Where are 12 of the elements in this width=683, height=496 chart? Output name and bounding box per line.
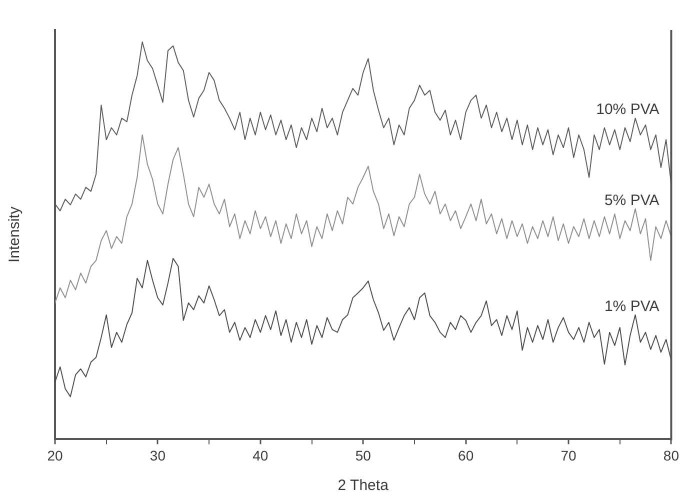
- x-tick-label: 60: [458, 447, 474, 464]
- series-label: 10% PVA: [596, 101, 660, 118]
- series-label: 1% PVA: [604, 298, 660, 315]
- x-tick-label: 20: [47, 447, 63, 464]
- x-tick-label: 30: [150, 447, 166, 464]
- x-tick-label: 50: [355, 447, 372, 464]
- x-tick-label: 80: [663, 447, 680, 464]
- series-label: 5% PVA: [604, 192, 660, 209]
- x-axis-title: 2 Theta: [338, 477, 390, 494]
- x-tick-label: 40: [252, 447, 268, 464]
- x-tick-label: 70: [560, 447, 577, 464]
- y-axis-title: Intensity: [6, 206, 24, 263]
